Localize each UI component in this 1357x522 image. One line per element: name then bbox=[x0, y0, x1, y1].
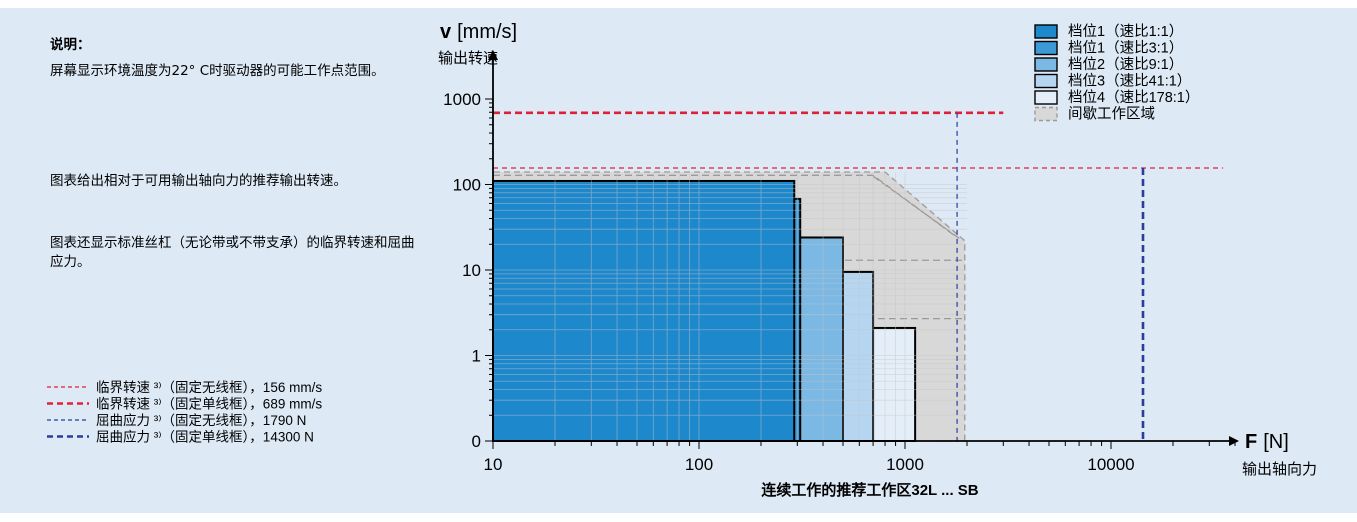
legend-swatch-2 bbox=[1034, 40, 1058, 56]
y-axis-title: v [mm/s] bbox=[440, 21, 517, 43]
legend-label-5: 档位4（速比178:1） bbox=[1068, 89, 1199, 106]
legend-label-2: 档位1（速比3:1） bbox=[1068, 40, 1183, 57]
legend-label-1: 档位1（速比1:1） bbox=[1068, 23, 1183, 40]
line-legend-label-2: 临界转速 ³⁾（固定单线框），689 mm/s bbox=[96, 397, 322, 412]
legend-label-3: 档位2（速比9:1） bbox=[1068, 56, 1183, 73]
y-tick-label: 1 bbox=[472, 347, 481, 366]
chart-title: 连续工作的推荐工作区32L ... SB bbox=[761, 481, 978, 499]
x-axis-subtitle: 输出轴向力 bbox=[1242, 461, 1317, 478]
intermittent-boundary-4 bbox=[872, 175, 963, 242]
y-axis-subtitle: 输出转速 bbox=[438, 50, 498, 67]
gear-regions bbox=[492, 179, 917, 443]
legend-swatch-1 bbox=[1034, 24, 1058, 39]
axis-titles: v [mm/s] 输出转速 F [N] 输出轴向力 连续工作的推荐工作区32L ..… bbox=[438, 21, 1317, 499]
notes-paragraph-1: 屏幕显示环境温度为22° C时驱动器的可能工作点范围。 bbox=[50, 63, 385, 79]
line-legend-label-3: 屈曲应力 ³⁾（固定无线框），1790 N bbox=[96, 412, 306, 428]
legend-swatch-6 bbox=[1034, 106, 1058, 122]
notes-paragraph-2: 图表给出相对于可用输出轴向力的推荐输出转速。 bbox=[50, 173, 347, 189]
line-legend-label-1: 临界转速 ³⁾（固定无线框），156 mm/s bbox=[96, 380, 322, 395]
y-tick-label: 10 bbox=[462, 261, 481, 280]
legend-swatch-3 bbox=[1034, 57, 1058, 72]
notes-paragraph-3: 图表还显示标准丝杠（无论带或不带支承）的临界转速和屈曲应力。 bbox=[50, 235, 415, 270]
legend-swatch-4 bbox=[1034, 73, 1058, 89]
axes bbox=[485, 50, 1239, 449]
y-tick-label: 1000 bbox=[443, 90, 481, 109]
legend-swatch-5 bbox=[1034, 90, 1058, 105]
legend-label-6: 间歇工作区域 bbox=[1068, 106, 1155, 123]
x-tick-label: 1000 bbox=[886, 455, 924, 474]
y-axis-unit: [mm/s] bbox=[457, 21, 517, 43]
y-tick-label: 0 bbox=[472, 432, 481, 451]
gear-region-1 bbox=[492, 179, 796, 442]
notes-title: 说明： bbox=[50, 37, 91, 53]
notes-block: 说明： 屏幕显示环境温度为22° C时驱动器的可能工作点范围。 bbox=[50, 36, 420, 81]
reference-line-legend: 临界转速 ³⁾（固定无线框），156 mm/s 临界转速 ³⁾（固定单线框），68… bbox=[47, 380, 322, 445]
legend: 档位1（速比1:1）档位1（速比3:1）档位2（速比9:1）档位3（速比41:1… bbox=[1034, 23, 1199, 123]
x-tick-label: 10000 bbox=[1087, 455, 1134, 474]
x-axis-unit: [N] bbox=[1263, 431, 1289, 453]
reference-lines bbox=[493, 111, 1224, 441]
y-tick-label: 100 bbox=[453, 176, 481, 195]
x-axis-symbol: F bbox=[1245, 431, 1257, 453]
x-tick-label: 10 bbox=[484, 455, 503, 474]
legend-label-4: 档位3（速比41:1） bbox=[1068, 73, 1191, 90]
x-axis-title: F [N] bbox=[1245, 431, 1289, 453]
y-axis-symbol: v bbox=[440, 21, 452, 43]
x-tick-label: 100 bbox=[685, 455, 713, 474]
line-legend-label-4: 屈曲应力 ³⁾（固定单线框），14300 N bbox=[96, 429, 314, 445]
